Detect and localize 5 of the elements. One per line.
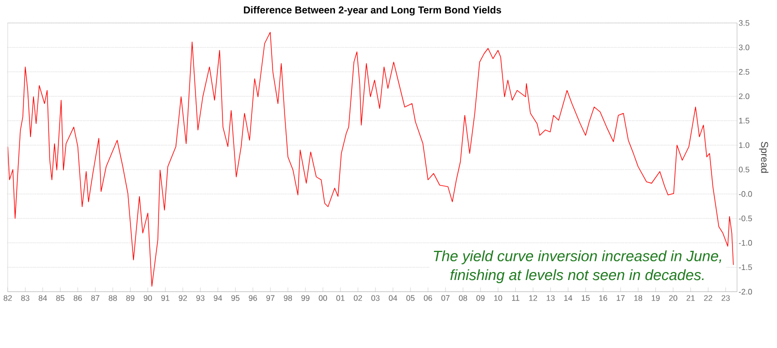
- annotation: finishing at levels not seen in decades.: [450, 269, 704, 284]
- y-axis-title: Spread: [759, 142, 768, 173]
- chart-title: Difference Between 2-year and Long Term Bond Yields: [244, 6, 502, 16]
- annotation: The yield curve inversion increased in June,: [434, 250, 722, 264]
- line-series: [8, 32, 734, 287]
